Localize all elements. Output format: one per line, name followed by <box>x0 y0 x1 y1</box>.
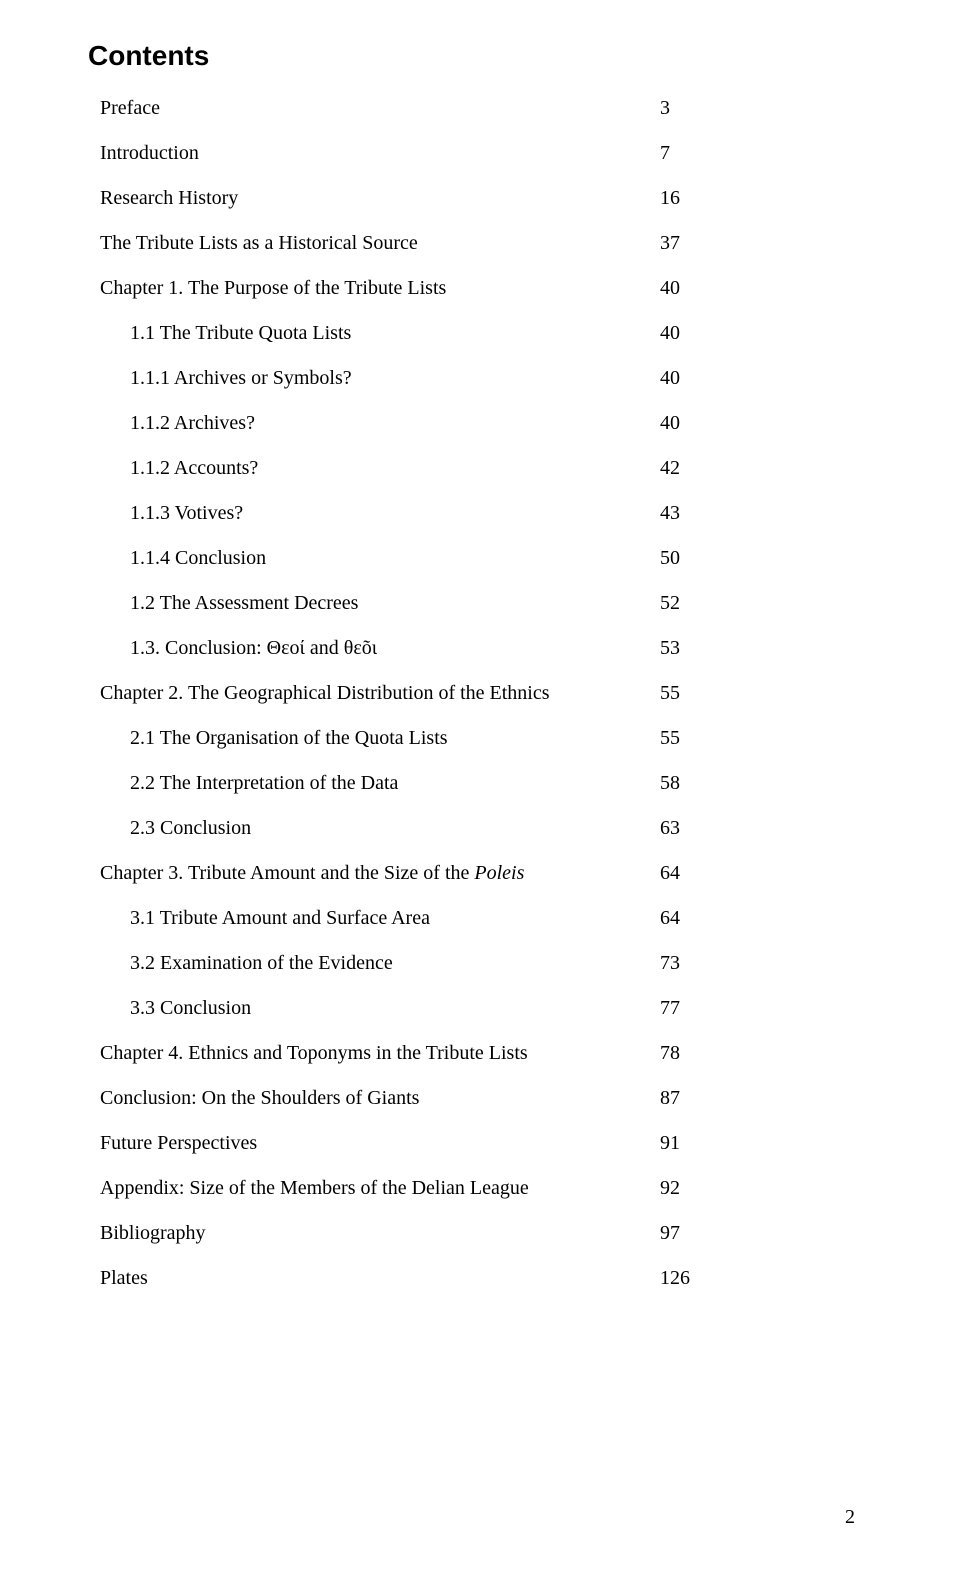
toc-page: 78 <box>660 1039 705 1067</box>
toc-row: Chapter 4. Ethnics and Toponyms in the T… <box>100 1039 835 1067</box>
toc-page: 64 <box>660 904 705 932</box>
toc-title: Chapter 4. Ethnics and Toponyms in the T… <box>100 1039 660 1067</box>
toc-page: 37 <box>660 229 705 257</box>
toc-title: 1.1.1 Archives or Symbols? <box>100 364 660 392</box>
toc-row: Introduction7 <box>100 139 835 167</box>
toc-row: 1.1.3 Votives?43 <box>100 499 835 527</box>
toc-page: 40 <box>660 364 705 392</box>
toc-page: 126 <box>660 1264 705 1292</box>
toc-row: 3.2 Examination of the Evidence73 <box>100 949 835 977</box>
toc-row: 1.1.4 Conclusion50 <box>100 544 835 572</box>
toc-row: 2.1 The Organisation of the Quota Lists5… <box>100 724 835 752</box>
toc-row: 1.2 The Assessment Decrees52 <box>100 589 835 617</box>
toc-title: 1.1.4 Conclusion <box>100 544 660 572</box>
toc-title: 1.2 The Assessment Decrees <box>100 589 660 617</box>
toc-title: 1.1.2 Accounts? <box>100 454 660 482</box>
toc-row: 1.1.2 Archives?40 <box>100 409 835 437</box>
toc-title: Chapter 1. The Purpose of the Tribute Li… <box>100 274 660 302</box>
page-number: 2 <box>845 1506 855 1529</box>
toc-row: 2.2 The Interpretation of the Data58 <box>100 769 835 797</box>
toc-title: The Tribute Lists as a Historical Source <box>100 229 660 257</box>
toc-title: Preface <box>100 94 660 122</box>
toc-page: 58 <box>660 769 705 797</box>
toc-row: Future Perspectives91 <box>100 1129 835 1157</box>
toc-title: 1.3. Conclusion: Θεοί and θεõι <box>100 634 660 662</box>
toc-title: Introduction <box>100 139 660 167</box>
toc-page: 91 <box>660 1129 705 1157</box>
toc-row: 1.1.1 Archives or Symbols?40 <box>100 364 835 392</box>
toc-title: Chapter 2. The Geographical Distribution… <box>100 679 660 707</box>
toc-title: 3.2 Examination of the Evidence <box>100 949 660 977</box>
toc-title: Appendix: Size of the Members of the Del… <box>100 1174 660 1202</box>
toc-title: 1.1.3 Votives? <box>100 499 660 527</box>
toc-page: 63 <box>660 814 705 842</box>
toc-page: 40 <box>660 409 705 437</box>
toc-title: Conclusion: On the Shoulders of Giants <box>100 1084 660 1112</box>
page-title: Contents <box>88 40 835 72</box>
toc-title: 1.1.2 Archives? <box>100 409 660 437</box>
toc-page: 42 <box>660 454 705 482</box>
toc-page: 40 <box>660 319 705 347</box>
toc-title: Plates <box>100 1264 660 1292</box>
toc-row: Chapter 1. The Purpose of the Tribute Li… <box>100 274 835 302</box>
toc-title: 1.1 The Tribute Quota Lists <box>100 319 660 347</box>
toc-row: 2.3 Conclusion63 <box>100 814 835 842</box>
toc-title: 3.3 Conclusion <box>100 994 660 1022</box>
toc-row: 3.1 Tribute Amount and Surface Area64 <box>100 904 835 932</box>
toc-row: Chapter 3. Tribute Amount and the Size o… <box>100 859 835 887</box>
toc-row: The Tribute Lists as a Historical Source… <box>100 229 835 257</box>
toc-title: 2.1 The Organisation of the Quota Lists <box>100 724 660 752</box>
toc-row: 1.3. Conclusion: Θεοί and θεõι53 <box>100 634 835 662</box>
toc-page: 7 <box>660 139 705 167</box>
toc-row: 1.1 The Tribute Quota Lists40 <box>100 319 835 347</box>
toc-title: Research History <box>100 184 660 212</box>
toc-page: 97 <box>660 1219 705 1247</box>
table-of-contents: Preface3Introduction7Research History16T… <box>100 94 835 1292</box>
toc-page: 40 <box>660 274 705 302</box>
toc-page: 53 <box>660 634 705 662</box>
toc-title: 3.1 Tribute Amount and Surface Area <box>100 904 660 932</box>
toc-title: 2.2 The Interpretation of the Data <box>100 769 660 797</box>
toc-row: 1.1.2 Accounts?42 <box>100 454 835 482</box>
toc-page: 77 <box>660 994 705 1022</box>
toc-row: Conclusion: On the Shoulders of Giants87 <box>100 1084 835 1112</box>
toc-page: 50 <box>660 544 705 572</box>
toc-title: 2.3 Conclusion <box>100 814 660 842</box>
toc-row: Chapter 2. The Geographical Distribution… <box>100 679 835 707</box>
toc-title: Bibliography <box>100 1219 660 1247</box>
toc-row: Preface3 <box>100 94 835 122</box>
toc-page: 73 <box>660 949 705 977</box>
toc-row: Research History16 <box>100 184 835 212</box>
toc-page: 64 <box>660 859 705 887</box>
toc-page: 16 <box>660 184 705 212</box>
toc-row: Bibliography97 <box>100 1219 835 1247</box>
toc-page: 92 <box>660 1174 705 1202</box>
toc-row: 3.3 Conclusion77 <box>100 994 835 1022</box>
toc-row: Appendix: Size of the Members of the Del… <box>100 1174 835 1202</box>
toc-page: 87 <box>660 1084 705 1112</box>
toc-page: 43 <box>660 499 705 527</box>
toc-row: Plates126 <box>100 1264 835 1292</box>
toc-page: 3 <box>660 94 705 122</box>
toc-title: Future Perspectives <box>100 1129 660 1157</box>
toc-page: 55 <box>660 724 705 752</box>
toc-page: 55 <box>660 679 705 707</box>
toc-page: 52 <box>660 589 705 617</box>
toc-title: Chapter 3. Tribute Amount and the Size o… <box>100 859 660 887</box>
